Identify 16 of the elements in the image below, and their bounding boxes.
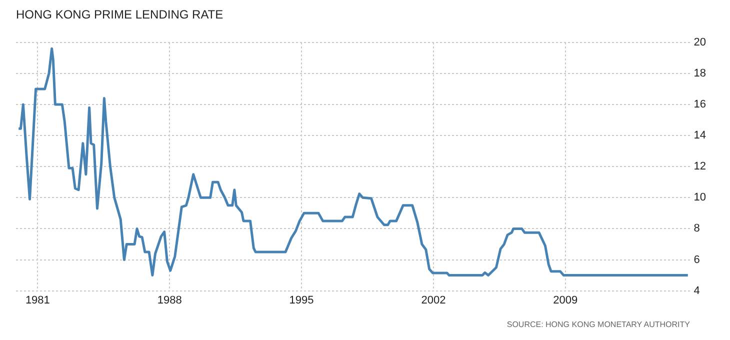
y-tick-label: 8: [694, 222, 700, 235]
y-tick-label: 4: [694, 284, 700, 297]
y-tick-label: 20: [694, 36, 706, 48]
x-tick-label: 2009: [553, 294, 578, 306]
x-tick-label: 1988: [157, 294, 182, 306]
y-tick-label: 12: [694, 160, 706, 173]
x-tick-label: 1995: [289, 294, 314, 306]
x-tick-label: 1981: [25, 294, 50, 306]
y-tick-label: 14: [694, 130, 706, 142]
chart-title: HONG KONG PRIME LENDING RATE: [16, 8, 224, 22]
y-tick-label: 16: [694, 98, 706, 111]
y-tick-label: 18: [694, 67, 706, 80]
y-tick-label: 10: [694, 192, 706, 204]
x-tick-label: 2002: [421, 294, 446, 306]
y-tick-label: 6: [694, 254, 700, 266]
source-note: SOURCE: HONG KONG MONETARY AUTHORITY: [506, 320, 690, 329]
